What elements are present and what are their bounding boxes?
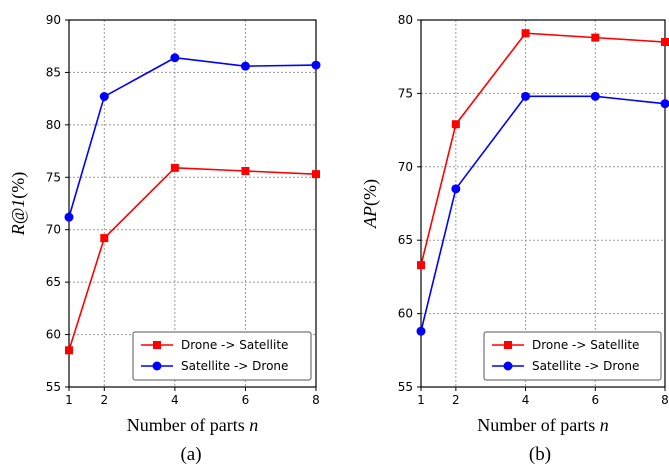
y-tick-label: 55 <box>398 380 413 394</box>
x-tick-label: 6 <box>242 393 250 407</box>
x-tick-label: 1 <box>417 393 425 407</box>
data-point-circle <box>170 53 180 63</box>
data-point-square <box>451 120 460 129</box>
x-tick-label: 4 <box>171 393 179 407</box>
panel-caption: (b) <box>529 444 551 465</box>
x-tick-label: 1 <box>65 393 73 407</box>
y-tick-label: 60 <box>398 307 413 321</box>
y-tick-label: 80 <box>398 13 413 27</box>
data-point-square <box>241 166 250 175</box>
x-tick-label: 8 <box>312 393 320 407</box>
data-point-square <box>591 33 600 42</box>
plot-frame <box>68 19 317 388</box>
y-axis-label: R@1(%) <box>8 172 29 237</box>
data-point-circle <box>416 326 426 336</box>
legend-box <box>483 331 662 381</box>
legend-marker-square <box>153 341 161 349</box>
y-tick-label: 75 <box>46 170 61 184</box>
y-tick-label: 90 <box>46 13 61 27</box>
data-point-circle <box>64 212 74 222</box>
data-point-circle <box>311 60 321 70</box>
series-line <box>68 56 317 218</box>
x-tick-label: 2 <box>100 393 108 407</box>
data-point-circle <box>451 184 461 194</box>
y-tick-label: 55 <box>46 380 61 394</box>
data-point-square <box>312 170 320 179</box>
legend-marker-circle <box>152 361 162 371</box>
legend: Drone -> Satellite Satellite -> Drone <box>483 331 662 381</box>
legend-marker-square <box>504 341 512 349</box>
data-point-circle <box>99 92 109 102</box>
data-point-square <box>100 234 109 243</box>
x-axis-label: Number of parts n <box>127 415 258 435</box>
panel-a: 55 60 65 70 75 80 85 90 1 2 4 6 8 Number of parts n R@… <box>8 13 321 465</box>
data-point-square <box>170 163 179 172</box>
y-tick-label: 60 <box>46 328 61 342</box>
data-point-circle <box>521 91 531 101</box>
legend-marker-circle <box>503 361 513 371</box>
series-line <box>68 167 317 351</box>
data-point-square <box>661 38 669 47</box>
series-line <box>420 95 666 332</box>
data-point-circle <box>240 61 250 71</box>
y-tick-label: 85 <box>46 65 61 79</box>
data-point-circle <box>660 99 669 109</box>
x-tick-label: 6 <box>591 393 599 407</box>
y-tick-label: 80 <box>46 118 61 132</box>
x-tick-label: 8 <box>661 393 669 407</box>
y-tick-label: 75 <box>398 86 413 100</box>
data-point-square <box>65 346 73 355</box>
y-tick-label: 65 <box>398 233 413 247</box>
legend-label: Satellite -> Drone <box>181 359 288 373</box>
panel-b: 55 60 65 70 75 80 1 2 4 6 8 Number of parts n AP(%) (… <box>360 13 669 465</box>
legend-label: Satellite -> Drone <box>532 359 639 373</box>
y-tick-label: 70 <box>398 160 413 174</box>
data-point-square <box>417 261 425 270</box>
legend-label: Drone -> Satellite <box>181 338 288 352</box>
series-line <box>420 32 666 266</box>
panel-caption: (a) <box>180 444 201 465</box>
plot-frame <box>420 19 666 388</box>
x-tick-label: 4 <box>522 393 530 407</box>
y-tick-label: 65 <box>46 275 61 289</box>
legend: Drone -> Satellite Satellite -> Drone <box>132 331 312 381</box>
y-axis-label: AP(%) <box>360 179 381 229</box>
legend-label: Drone -> Satellite <box>532 338 639 352</box>
data-point-square <box>521 29 530 38</box>
x-tick-label: 2 <box>452 393 460 407</box>
x-axis-label: Number of parts n <box>477 415 608 435</box>
y-tick-label: 70 <box>46 223 61 237</box>
data-point-circle <box>590 91 600 101</box>
legend-box <box>132 331 312 381</box>
